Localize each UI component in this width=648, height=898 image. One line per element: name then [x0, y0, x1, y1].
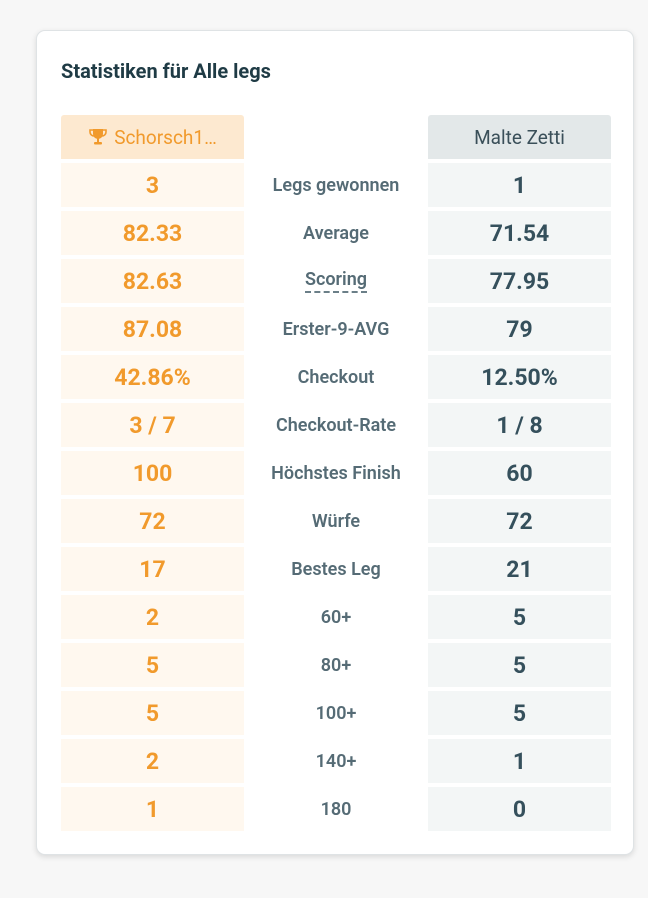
- right-value: 0: [512, 795, 527, 823]
- left-value-cell: 42.86%: [61, 355, 244, 399]
- left-value: 82.33: [122, 219, 183, 247]
- left-value-cell: 100: [61, 451, 244, 495]
- stat-label: Checkout: [297, 366, 375, 388]
- player-right-header: Malte Zetti: [428, 115, 611, 159]
- left-value: 2: [145, 603, 160, 631]
- stat-label-cell: Würfe: [244, 499, 428, 543]
- left-value-cell: 5: [61, 691, 244, 735]
- right-value: 12.50%: [481, 363, 558, 391]
- right-value: 60: [506, 459, 533, 487]
- right-value-cell: 5: [428, 643, 611, 687]
- right-value-cell: 72: [428, 499, 611, 543]
- right-value: 5: [512, 651, 527, 679]
- right-value-cell: 71.54: [428, 211, 611, 255]
- stat-label: 140+: [315, 750, 357, 772]
- stat-label: Erster-9-AVG: [282, 318, 390, 340]
- player-left-header: Schorsch1…: [61, 115, 244, 159]
- stats-card: Statistiken für Alle legs Schorsch1… Mal…: [36, 30, 634, 855]
- left-value-cell: 5: [61, 643, 244, 687]
- stat-label-cell: Checkout-Rate: [244, 403, 428, 447]
- left-value: 87.08: [122, 315, 183, 343]
- left-value-cell: 2: [61, 739, 244, 783]
- left-value-cell: 82.63: [61, 259, 244, 303]
- stat-label: Checkout-Rate: [275, 414, 397, 436]
- right-value: 1 / 8: [496, 411, 543, 439]
- left-value: 2: [145, 747, 160, 775]
- left-value-cell: 2: [61, 595, 244, 639]
- player-left-name: Schorsch1…: [114, 125, 217, 149]
- right-value: 1: [512, 171, 527, 199]
- stat-label-cell: Average: [244, 211, 428, 255]
- right-value: 5: [512, 699, 527, 727]
- left-value: 3: [145, 171, 160, 199]
- left-value: 72: [139, 507, 166, 535]
- left-value: 5: [145, 699, 160, 727]
- right-value: 1: [512, 747, 527, 775]
- left-value-cell: 82.33: [61, 211, 244, 255]
- left-value-cell: 72: [61, 499, 244, 543]
- stat-label: Legs gewonnen: [272, 174, 400, 196]
- left-value-cell: 1: [61, 787, 244, 831]
- left-value: 82.63: [122, 267, 183, 295]
- left-value-cell: 17: [61, 547, 244, 591]
- right-value: 5: [512, 603, 527, 631]
- stat-label-cell: 100+: [244, 691, 428, 735]
- right-value-cell: 5: [428, 691, 611, 735]
- stat-label-cell: 140+: [244, 739, 428, 783]
- stat-label: 80+: [320, 654, 352, 676]
- player-right-name: Malte Zetti: [474, 125, 565, 149]
- right-value-cell: 60: [428, 451, 611, 495]
- right-value-cell: 1: [428, 739, 611, 783]
- right-value: 79: [506, 315, 533, 343]
- stat-label-cell: 180: [244, 787, 428, 831]
- right-value: 71.54: [489, 219, 550, 247]
- right-value: 72: [506, 507, 533, 535]
- stat-label: 60+: [320, 606, 352, 628]
- left-value: 17: [139, 555, 166, 583]
- stat-label-cell: Bestes Leg: [244, 547, 428, 591]
- right-value-cell: 12.50%: [428, 355, 611, 399]
- left-value: 3 / 7: [129, 411, 176, 439]
- stat-label-cell: Höchstes Finish: [244, 451, 428, 495]
- stat-label: 180: [320, 798, 352, 820]
- right-value-cell: 5: [428, 595, 611, 639]
- stat-label: Bestes Leg: [291, 558, 381, 580]
- stat-label-cell: Legs gewonnen: [244, 163, 428, 207]
- left-value: 5: [145, 651, 160, 679]
- left-value-cell: 3: [61, 163, 244, 207]
- stat-label-cell: Scoring: [244, 259, 428, 303]
- trophy-icon: [89, 129, 108, 145]
- stat-label: Average: [303, 222, 369, 244]
- stat-label-cell: Checkout: [244, 355, 428, 399]
- left-value: 100: [132, 459, 173, 487]
- card-title: Statistiken für Alle legs: [61, 59, 271, 83]
- right-value-cell: 79: [428, 307, 611, 351]
- left-value-cell: 87.08: [61, 307, 244, 351]
- stat-label-cell: Erster-9-AVG: [244, 307, 428, 351]
- right-value-cell: 21: [428, 547, 611, 591]
- right-value: 77.95: [489, 267, 550, 295]
- stat-label: Höchstes Finish: [271, 462, 401, 484]
- right-value-cell: 77.95: [428, 259, 611, 303]
- right-value-cell: 1 / 8: [428, 403, 611, 447]
- left-value: 42.86%: [114, 363, 191, 391]
- stat-label: Würfe: [311, 510, 361, 532]
- stat-label: 100+: [315, 702, 357, 724]
- left-value: 1: [145, 795, 160, 823]
- stat-label[interactable]: Scoring: [304, 269, 367, 293]
- right-value: 21: [506, 555, 533, 583]
- right-value-cell: 1: [428, 163, 611, 207]
- stat-label-cell: 80+: [244, 643, 428, 687]
- right-value-cell: 0: [428, 787, 611, 831]
- stat-label-cell: 60+: [244, 595, 428, 639]
- left-value-cell: 3 / 7: [61, 403, 244, 447]
